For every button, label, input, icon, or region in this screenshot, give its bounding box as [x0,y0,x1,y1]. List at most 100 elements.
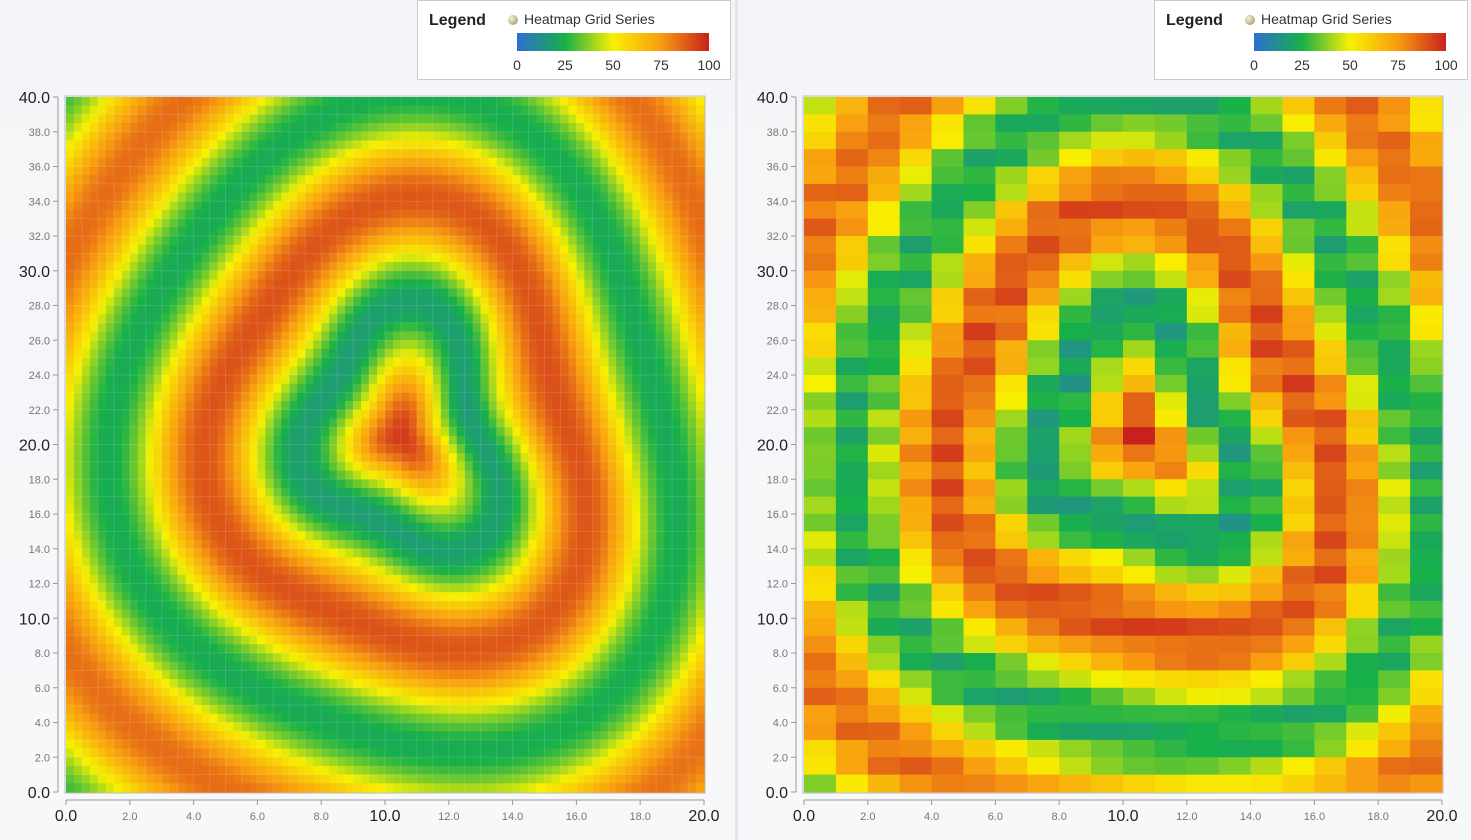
heatmap-cell [472,574,482,585]
heatmap-cell [544,626,554,637]
heatmap-cell [105,375,115,385]
heatmap-cell [369,288,378,298]
heatmap-cell [608,609,617,619]
heatmap-cell [552,288,562,298]
heatmap-cell [488,470,498,480]
heatmap-cell [592,348,601,359]
heatmap-cell [313,427,322,437]
heatmap-cell [560,192,570,202]
heatmap-cell [592,140,601,150]
heatmap-cell [169,140,179,150]
heatmap-cell [568,418,577,428]
heatmap-cell [345,531,354,541]
heatmap-cell [281,279,290,289]
heatmap-cell [536,548,546,559]
heatmap-cell [329,531,338,541]
heatmap-cell [353,270,362,281]
heatmap-cell [385,574,394,585]
heatmap-cell [169,479,179,489]
heatmap-cell [680,435,689,446]
heatmap-cell [528,244,538,254]
heatmap-cell [520,574,530,585]
heatmap-cell [217,479,227,489]
heatmap-cell [113,201,123,211]
heatmap-cell [66,514,75,524]
heatmap-cell [440,522,450,532]
heatmap-cell [377,262,386,272]
heatmap-cell [672,131,681,142]
heatmap-cell [400,201,410,211]
heatmap-cell [392,592,402,602]
heatmap-cell [472,600,482,611]
heatmap-cell [73,409,83,420]
heatmap-cell [416,218,426,228]
heatmap-cell [153,409,163,420]
heatmap-cell [528,435,538,446]
heatmap-cell [616,270,625,281]
heatmap-cell [137,209,147,220]
heatmap-cell [185,409,195,420]
heatmap-cell [504,444,514,454]
heatmap-cell [664,288,673,298]
heatmap-cell [169,461,179,472]
heatmap-cell [273,296,282,307]
heatmap-cell [560,209,570,220]
heatmap-cell [257,461,266,472]
heatmap-cell [121,123,131,133]
heatmap-cell [552,592,562,602]
heatmap-cell [217,357,227,367]
heatmap-cell [353,262,362,272]
heatmap-cell [504,114,514,124]
heatmap-cell [616,540,625,550]
heatmap-cell [305,357,314,367]
heatmap-cell [273,105,282,115]
heatmap-cell [66,305,75,315]
heatmap-cell [480,131,490,142]
heatmap-cell [496,340,506,350]
heatmap-cell [113,175,123,185]
heatmap-cell [472,618,482,628]
heatmap-cell [249,236,258,246]
heatmap-cell [201,97,211,107]
heatmap-cell [121,496,131,506]
heatmap-cell [472,253,482,263]
heatmap-cell [480,522,490,532]
heatmap-cell [377,600,386,611]
heatmap-cell [273,557,282,567]
heatmap-cell [185,97,195,107]
heatmap-cell [201,487,211,498]
heatmap-cell [369,305,378,315]
heatmap-cell [225,201,235,211]
heatmap-cell [201,149,211,159]
heatmap-cell [265,105,274,115]
heatmap-cell [153,383,163,393]
heatmap-cell [480,331,490,341]
heatmap-cell [177,192,187,202]
heatmap-cell [145,149,155,159]
heatmap-cell [512,331,522,341]
heatmap-cell [616,453,625,463]
heatmap-cell [281,557,290,567]
heatmap-cell [345,340,354,350]
heatmap-cell [89,192,99,202]
heatmap-cell [576,236,585,246]
heatmap-cell [225,175,235,185]
heatmap-cell [265,262,274,272]
heatmap-cell [608,227,617,237]
heatmap-cell [640,514,649,524]
heatmap-cell [329,218,338,228]
heatmap-cell [528,453,538,463]
heatmap-cell [81,557,91,567]
heatmap-cell [97,618,107,628]
heatmap-cell [81,522,91,532]
heatmap-cell [536,175,546,185]
heatmap-cell [66,479,75,489]
heatmap-cell [297,322,306,333]
heatmap-cell [177,131,187,142]
heatmap-cell [440,409,450,420]
heatmap-cell [552,97,562,107]
heatmap-cell [289,305,298,315]
heatmap-cell [616,166,625,176]
heatmap-cell [472,131,482,142]
heatmap-cell [640,366,649,376]
